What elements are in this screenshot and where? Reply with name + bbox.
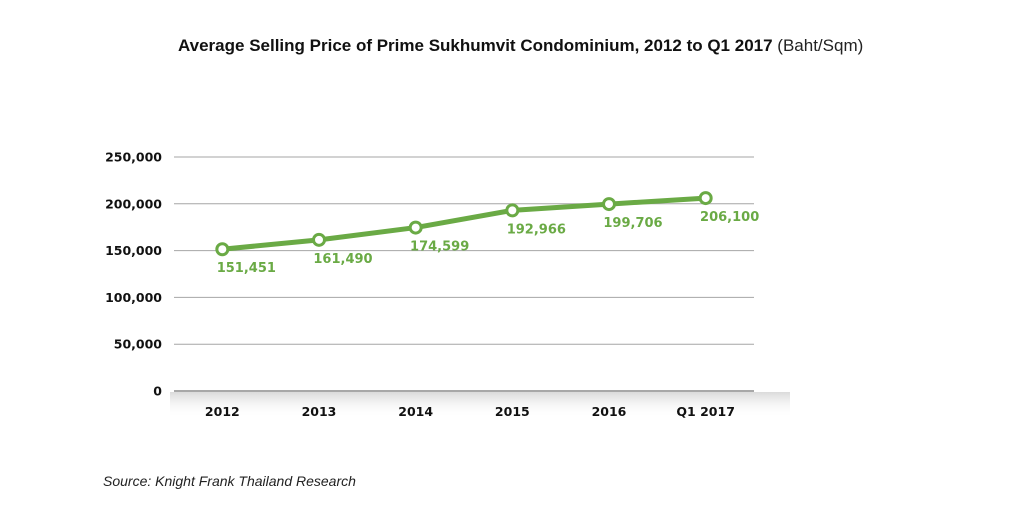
data-label: 192,966 <box>507 222 566 237</box>
data-label: 161,490 <box>313 252 372 267</box>
series <box>215 191 713 257</box>
y-tick-label: 50,000 <box>114 337 163 352</box>
x-tick-label: Q1 2017 <box>676 404 734 419</box>
y-tick-label: 200,000 <box>105 196 162 211</box>
gridlines <box>170 156 790 418</box>
data-labels: 151,451 161,490 174,599 192,966 199,706 206,1… <box>217 210 760 276</box>
x-tick-label: 2016 <box>592 404 627 419</box>
data-point-marker <box>698 191 713 206</box>
y-tick-label: 100,000 <box>105 290 162 305</box>
x-tick-label: 2012 <box>205 404 240 419</box>
x-tick-label: 2015 <box>495 404 530 419</box>
chart-unit: (Baht/Sqm) <box>777 36 864 55</box>
y-tick-label: 0 <box>153 384 162 399</box>
x-axis: 2012 2013 2014 2015 2016 Q1 2017 <box>205 404 735 419</box>
data-point-marker <box>215 242 230 257</box>
x-tick-label: 2014 <box>398 404 433 419</box>
data-point-marker <box>602 197 616 212</box>
data-label: 199,706 <box>603 216 662 231</box>
data-label: 151,451 <box>217 261 276 276</box>
y-tick-label: 150,000 <box>105 243 162 258</box>
y-tick-label: 250,000 <box>105 150 162 165</box>
data-point-marker <box>408 220 423 235</box>
chart-title-text: Average Selling Price of Prime Sukhumvit… <box>178 36 773 55</box>
source-note: Source: Knight Frank Thailand Research <box>103 473 356 489</box>
plot-floor-shadow <box>170 392 790 418</box>
x-tick-label: 2013 <box>302 404 337 419</box>
data-label: 206,100 <box>700 210 759 225</box>
y-axis: 0 50,000 100,000 150,000 200,000 250,000 <box>105 150 162 399</box>
data-point-marker <box>312 232 326 247</box>
data-label: 174,599 <box>410 240 469 255</box>
series-line <box>219 195 709 252</box>
data-point-marker <box>505 203 520 218</box>
chart-title: Average Selling Price of Prime Sukhumvit… <box>178 36 998 56</box>
